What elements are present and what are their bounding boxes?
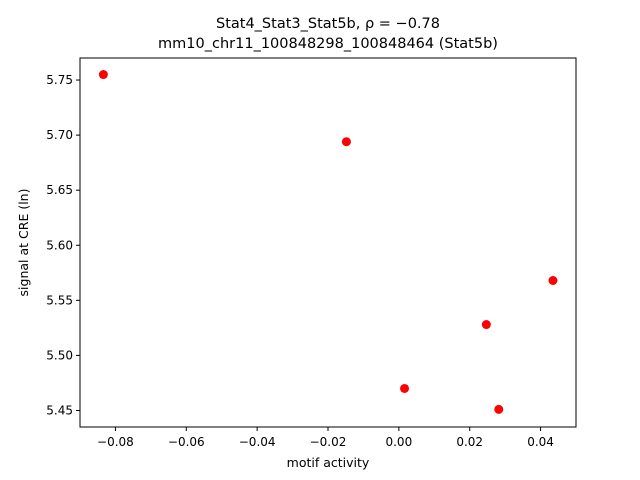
y-tick-label: 5.55 xyxy=(46,293,73,307)
x-axis-ticks: −0.08 −0.06 −0.04 −0.02 0.00 0.02 0.04 xyxy=(97,427,554,449)
data-point xyxy=(341,137,351,147)
chart-title-line2: mm10_chr11_100848298_100848464 (Stat5b) xyxy=(158,36,498,52)
x-axis-label: motif activity xyxy=(287,455,370,470)
y-tick-label: 5.75 xyxy=(46,73,73,87)
y-tick-label: 5.45 xyxy=(46,403,73,417)
y-tick-label: 5.60 xyxy=(46,238,73,252)
y-tick-label: 5.70 xyxy=(46,128,73,142)
x-tick-label: −0.02 xyxy=(310,435,347,449)
x-tick-label: 0.04 xyxy=(527,435,554,449)
data-point xyxy=(494,404,504,414)
data-point xyxy=(481,320,491,330)
data-points xyxy=(98,70,558,414)
y-axis-label: signal at CRE (ln) xyxy=(16,189,31,297)
x-tick-label: −0.08 xyxy=(97,435,134,449)
y-axis-ticks: 5.45 5.50 5.55 5.60 5.65 5.70 5.75 xyxy=(46,73,80,417)
chart-title-line1: Stat4_Stat3_Stat5b, ρ = −0.78 xyxy=(216,16,440,32)
x-tick-label: −0.06 xyxy=(168,435,205,449)
data-point xyxy=(98,70,108,80)
data-point xyxy=(548,276,558,286)
y-tick-label: 5.65 xyxy=(46,183,73,197)
y-tick-label: 5.50 xyxy=(46,348,73,362)
x-tick-label: −0.04 xyxy=(239,435,276,449)
x-tick-label: 0.02 xyxy=(456,435,483,449)
plot-area xyxy=(80,58,576,427)
x-tick-label: 0.00 xyxy=(385,435,412,449)
data-point xyxy=(400,383,410,393)
plot-frame xyxy=(79,57,577,428)
